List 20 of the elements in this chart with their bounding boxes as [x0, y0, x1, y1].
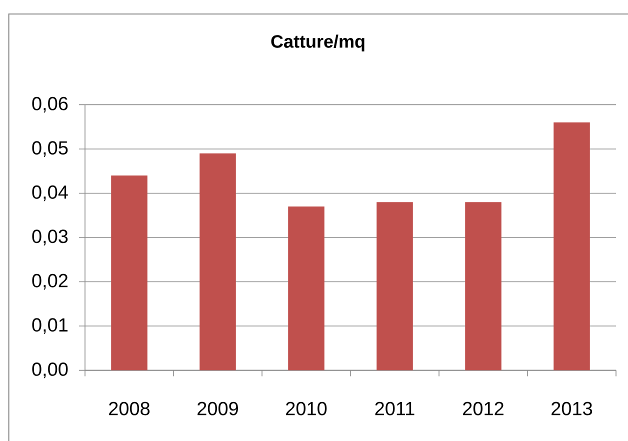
x-tick-label: 2012 — [463, 402, 504, 416]
y-tick-label: 0,05 — [32, 141, 68, 157]
bar — [376, 202, 413, 370]
y-tick-label: 0,01 — [32, 318, 68, 334]
y-tick-label: 0,02 — [32, 274, 68, 290]
x-tick-label: 2008 — [109, 402, 150, 416]
chart-title: Catture/mq — [271, 34, 364, 52]
bar — [288, 206, 324, 370]
bar — [200, 153, 236, 370]
bar — [111, 176, 148, 370]
y-tick-label: 0,03 — [32, 230, 68, 246]
y-tick-label: 0,06 — [32, 96, 68, 113]
x-tick-label: 2010 — [286, 402, 327, 416]
y-tick-label: 0,00 — [32, 362, 68, 378]
bar — [554, 122, 590, 370]
x-tick-label: 2011 — [375, 402, 414, 416]
y-tick-label: 0,04 — [32, 185, 68, 202]
bar — [465, 202, 502, 370]
x-tick-label: 2009 — [198, 402, 238, 416]
x-tick-label: 2013 — [552, 402, 592, 416]
